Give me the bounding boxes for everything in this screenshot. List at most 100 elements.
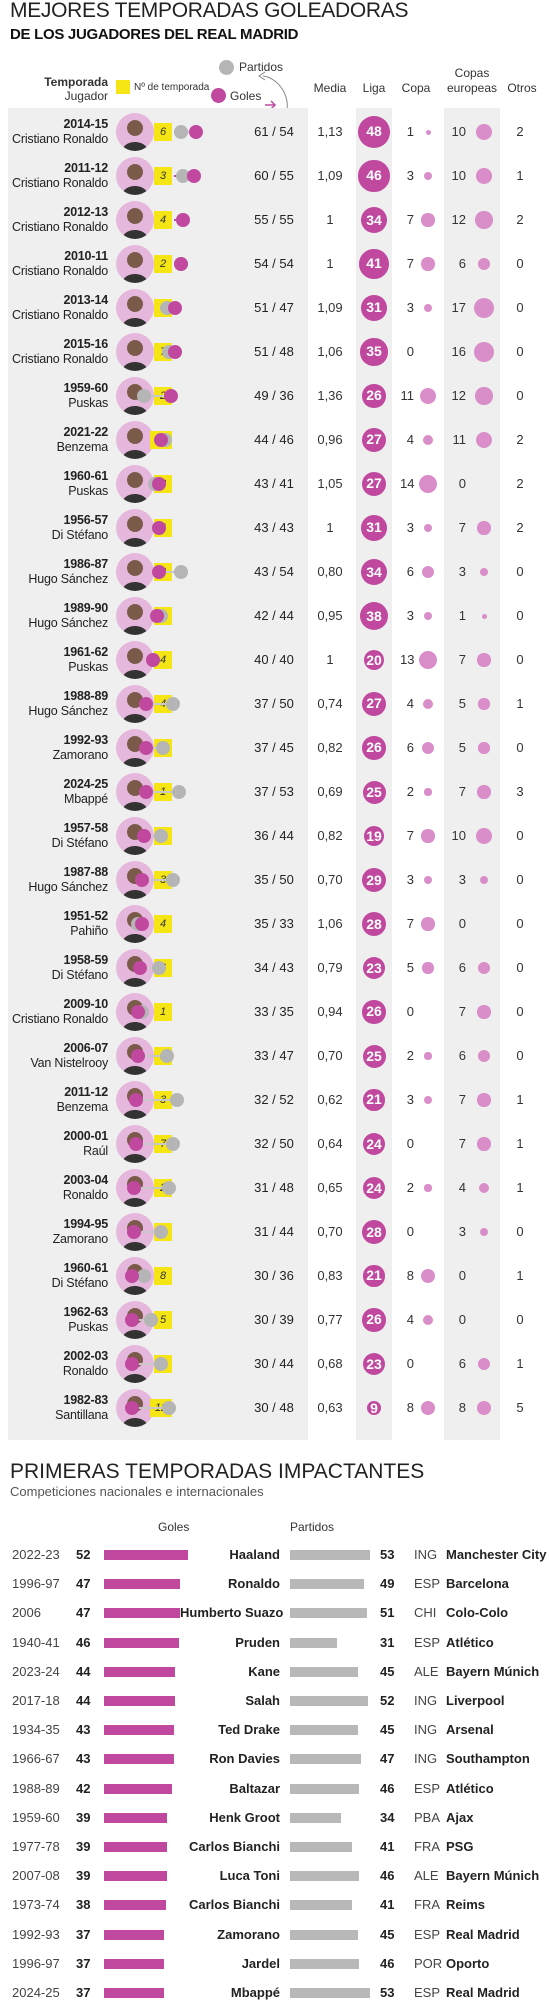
goals-dot xyxy=(125,1269,140,1283)
goals-dot xyxy=(125,1401,140,1415)
impact-player: Carlos Bianchi xyxy=(188,1839,280,1854)
impact-row: 2024-25 37 Mbappé 53 ESP Real Madrid xyxy=(0,1978,549,2007)
impact-goals: 47 xyxy=(76,1605,91,1621)
row-season: 2011-12 xyxy=(64,1085,108,1099)
row-season: 2009-10 xyxy=(63,997,109,1011)
copa-value: 4 xyxy=(406,696,414,711)
impact-season: 2007-08 xyxy=(12,1868,60,1884)
row-label: 2000-01 Raúl xyxy=(0,1129,109,1159)
row-player: Puskas xyxy=(68,1320,108,1334)
goals-bar xyxy=(104,1754,174,1765)
goals-bar xyxy=(104,1812,168,1823)
goals-dot xyxy=(174,257,189,271)
row-player: Benzema xyxy=(56,1100,109,1114)
copa-dot xyxy=(423,303,433,313)
row-player: Santillana xyxy=(55,1408,108,1422)
goals-dot xyxy=(164,389,179,403)
media-value: 0,94 xyxy=(317,1004,343,1019)
matches-dot xyxy=(166,873,181,887)
goals-matches-text: 30 / 48 xyxy=(254,1400,294,1415)
row-label: 2006-07 Van Nistelrooy xyxy=(0,1041,108,1071)
impact-country: FRA xyxy=(414,1839,440,1854)
goals-bar xyxy=(104,1666,176,1677)
impact-club: Real Madrid xyxy=(446,1926,520,1942)
row-player: Hugo Sánchez xyxy=(28,880,108,894)
matches-dot xyxy=(153,829,168,843)
impact-season: 1996-97 xyxy=(12,1955,60,1971)
player-avatar xyxy=(116,597,154,635)
goals-matches-text: 35 / 33 xyxy=(254,916,294,931)
europeas-value: 3 xyxy=(458,872,466,887)
impact-country: ESP xyxy=(414,1985,441,2000)
otros-value: 0 xyxy=(516,564,524,579)
otros-value: 0 xyxy=(516,916,524,931)
row-player: Di Stéfano xyxy=(51,968,109,982)
otros-value: 2 xyxy=(516,212,524,227)
impact-row: 1973-74 38 Carlos Bianchi 41 FRA Reims xyxy=(0,1890,549,1919)
europeas-dot xyxy=(475,387,493,405)
europeas-dot xyxy=(477,653,491,667)
copa-value: 4 xyxy=(406,432,414,447)
row-label: 1986-87 Hugo Sánchez xyxy=(0,557,108,587)
impact-row: 2017-18 44 Salah 52 ING Liverpool xyxy=(0,1686,549,1715)
impact-player: Baltazar xyxy=(229,1780,280,1796)
impact-season: 1966-67 xyxy=(12,1751,60,1767)
player-avatar xyxy=(116,861,154,899)
copa-dot xyxy=(421,917,435,931)
impact-row: 2006 47 Humberto Suazo 51 CHI Colo-Colo xyxy=(0,1598,549,1627)
row-player: Di Stéfano xyxy=(51,836,109,850)
impact-club: Ajax xyxy=(446,1809,474,1825)
liga-circle: 27 xyxy=(362,692,386,716)
goals-dot xyxy=(149,609,164,623)
goals-dot xyxy=(153,433,168,447)
matches-dot xyxy=(153,1225,168,1239)
copa-dot xyxy=(423,523,433,533)
player-avatar xyxy=(116,289,154,327)
copa-value: 4 xyxy=(406,1312,414,1327)
impact-season: 1973-74 xyxy=(12,1897,60,1913)
matches-bar xyxy=(290,1579,364,1590)
copa-value: 3 xyxy=(406,168,414,183)
row-season: 2003-04 xyxy=(63,1173,109,1187)
legend-goles-arrow-icon xyxy=(265,100,277,110)
copa-dot xyxy=(423,875,433,885)
goals-matches-text: 36 / 44 xyxy=(254,828,294,843)
otros-value: 0 xyxy=(516,388,524,403)
impact-matches: 45 xyxy=(380,1926,395,1942)
impact-season: 1992-93 xyxy=(12,1926,60,1942)
goals-dot xyxy=(131,1049,146,1063)
impact-matches: 45 xyxy=(380,1722,395,1738)
impact-matches: 46 xyxy=(380,1955,395,1971)
row-season: 2011-12 xyxy=(64,161,108,175)
europeas-value: 6 xyxy=(458,960,466,975)
legend-partidos-dot xyxy=(219,60,234,75)
header-jugador: Jugador xyxy=(64,89,108,103)
row-season: 1994-95 xyxy=(63,1217,109,1231)
otros-value: 1 xyxy=(516,1136,524,1151)
impact-player: Salah xyxy=(245,1693,280,1708)
media-value: 0,82 xyxy=(317,740,343,755)
goals-matches-text: 34 / 43 xyxy=(254,960,294,975)
impact-matches: 45 xyxy=(380,1663,395,1679)
row-season: 1961-62 xyxy=(63,645,109,659)
europeas-dot xyxy=(477,1093,491,1107)
goals-dot xyxy=(168,301,183,315)
impact-row: 2022-23 52 Haaland 53 ING Manchester City xyxy=(0,1540,549,1569)
matches-dot xyxy=(166,1137,181,1151)
media-value: 1 xyxy=(326,520,334,535)
impact-season: 1977-78 xyxy=(12,1839,60,1854)
europeas-value: 11 xyxy=(452,432,467,447)
liga-circle: 29 xyxy=(361,867,387,893)
impact-matches: 46 xyxy=(380,1868,395,1884)
goals-dot xyxy=(133,961,148,975)
impact-club: Liverpool xyxy=(446,1693,505,1708)
europeas-dot xyxy=(477,521,491,535)
matches-bar xyxy=(290,1637,337,1648)
media-value: 1 xyxy=(326,212,334,227)
row-season: 1988-89 xyxy=(63,689,109,703)
row-player: Cristiano Ronaldo xyxy=(12,132,108,146)
goals-bar xyxy=(104,1696,176,1706)
media-value: 0,95 xyxy=(317,608,343,623)
row-label: 2024-25 Mbappé xyxy=(0,777,109,807)
impact-club: Barcelona xyxy=(446,1576,509,1592)
